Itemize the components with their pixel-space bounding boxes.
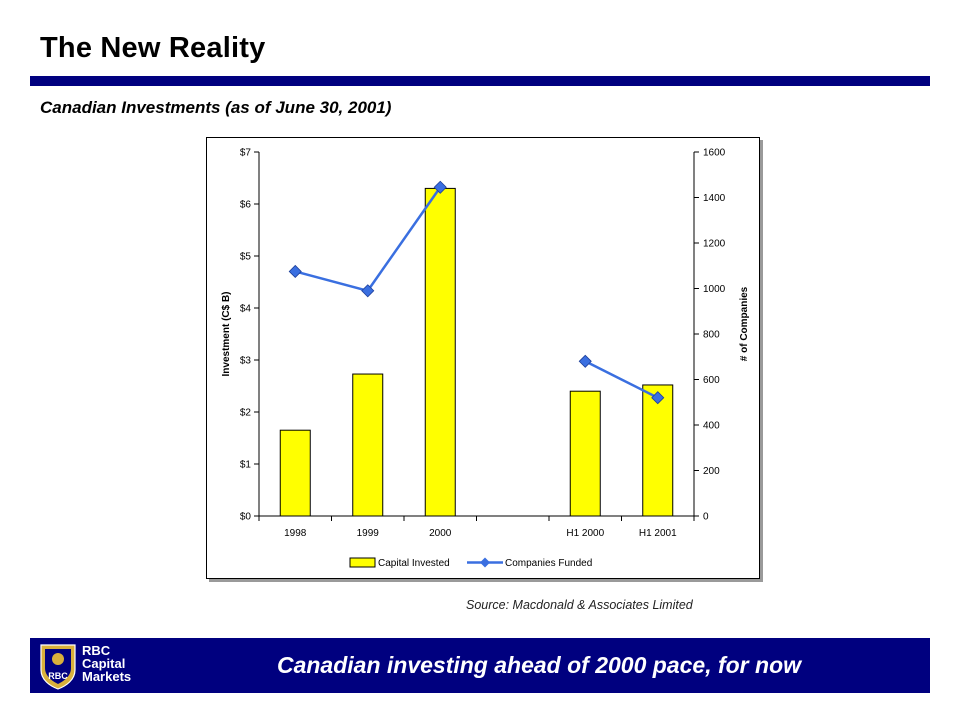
point-companies-funded (288, 264, 302, 279)
source-note: Source: Macdonald & Associates Limited (466, 598, 693, 612)
logo-badge-text: RBC (48, 671, 68, 681)
y-right-tick-label: 200 (703, 466, 720, 477)
legend-marker-companies-funded (480, 557, 490, 568)
logo-line1: RBC (82, 643, 111, 658)
y-right-tick-label: 1400 (703, 193, 726, 204)
point-companies-funded (433, 180, 447, 194)
x-tick-label: H1 2001 (639, 528, 677, 539)
y-left-tick-label: $2 (240, 408, 252, 419)
line-companies-funded (584, 360, 659, 399)
y-left-tick-label: $5 (240, 252, 252, 263)
page-title: The New Reality (40, 32, 266, 64)
bar-capital-invested (352, 373, 384, 517)
bar-capital-invested (569, 390, 601, 517)
y-left-tick-label: $6 (240, 200, 252, 211)
point-companies-funded (578, 354, 592, 368)
footer-bar: RBC RBC Capital Markets Canadian investi… (30, 638, 930, 693)
footer-tagline: Canadian investing ahead of 2000 pace, f… (276, 652, 802, 678)
y-right-tick-label: 600 (703, 375, 720, 386)
rbc-logo: RBC RBC Capital Markets (38, 642, 188, 690)
y-right-tick-label: 400 (703, 421, 720, 432)
logo-wordmark: RBC Capital Markets (82, 644, 131, 683)
logo-line2: Capital (82, 656, 126, 671)
y-right-tick-label: 1200 (703, 239, 726, 250)
legend-swatch-capital-invested (349, 557, 376, 568)
y-right-tick-label: 0 (703, 512, 709, 523)
y-left-tick-label: $7 (240, 148, 252, 159)
y-right-axis-title: # of Companies (739, 286, 750, 361)
rbc-shield-icon: RBC (40, 644, 76, 690)
point-companies-funded (651, 391, 665, 405)
x-tick-label: 1998 (284, 528, 307, 539)
chart-frame: $0 $1 $2 $3 $4 $5 $6 $7 0 200 400 600 800 1000 1200 140… (206, 137, 760, 579)
y-left-tick-label: $1 (240, 460, 252, 471)
combo-chart: $0 $1 $2 $3 $4 $5 $6 $7 0 200 400 600 800 1000 1200 140… (221, 148, 750, 570)
x-tick-label: 2000 (429, 528, 452, 539)
y-right-tick-label: 1000 (703, 284, 726, 295)
y-left-tick-label: $3 (240, 356, 252, 367)
y-left-tick-label: $0 (240, 512, 252, 523)
bar-capital-invested (279, 429, 311, 517)
page-subtitle: Canadian Investments (as of June 30, 200… (40, 98, 392, 117)
line-companies-funded (294, 186, 442, 293)
x-tick-label: 1999 (357, 528, 380, 539)
y-left-tick-label: $4 (240, 304, 252, 315)
bar-capital-invested (424, 187, 456, 517)
y-left-axis-title: Investment (C$ B) (221, 291, 232, 376)
bar-capital-invested (642, 384, 674, 517)
logo-line3: Markets (82, 669, 132, 684)
legend-label-companies-funded: Companies Funded (505, 558, 592, 569)
x-tick-label: H1 2000 (566, 528, 604, 539)
legend-label-capital-invested: Capital Invested (378, 558, 450, 569)
title-rule (30, 76, 930, 86)
y-right-tick-label: 1600 (703, 148, 726, 159)
point-companies-funded (361, 284, 375, 298)
y-right-tick-label: 800 (703, 330, 720, 341)
